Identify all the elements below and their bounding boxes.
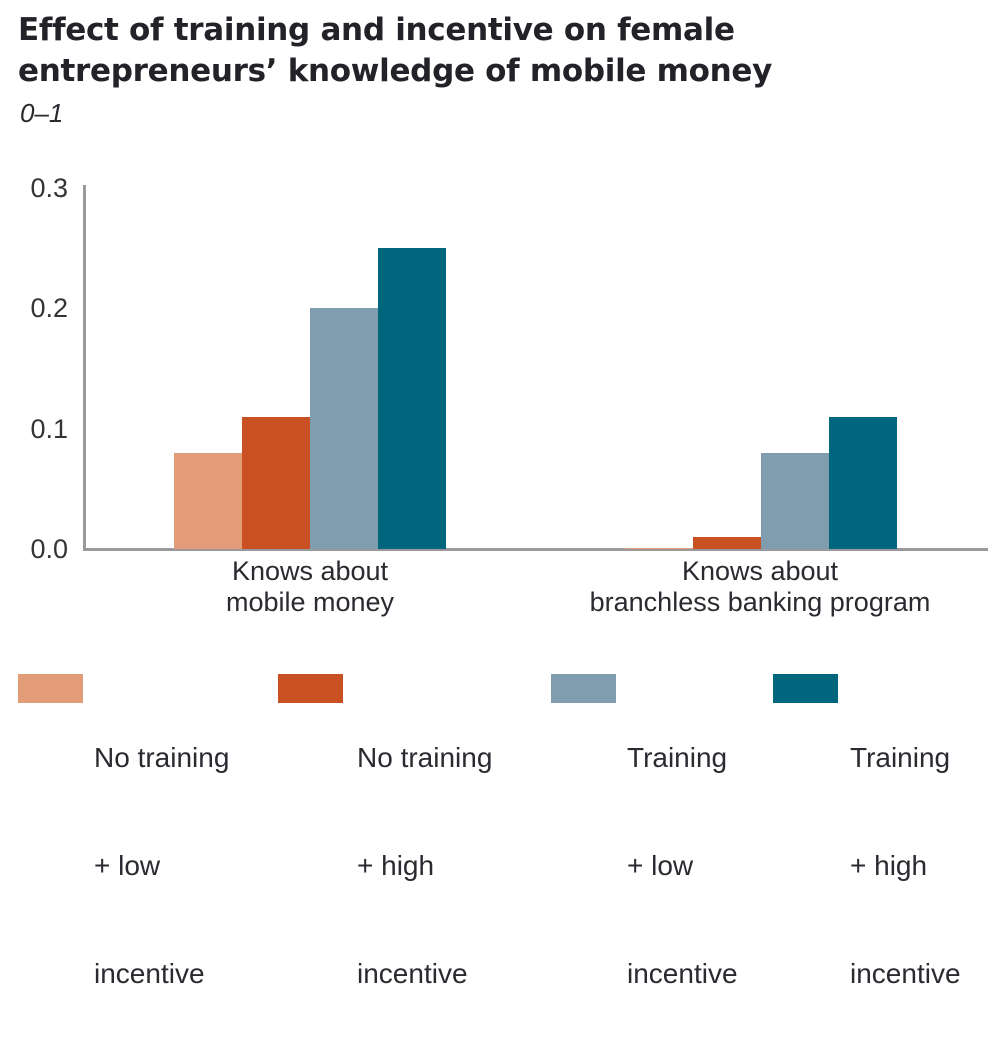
category-label-line: Knows about xyxy=(231,556,389,586)
legend-label: No training + low incentive xyxy=(94,668,229,1064)
y-tick-label: 0.0 xyxy=(30,534,68,564)
bar xyxy=(693,536,761,549)
y-tick-label: 0.1 xyxy=(30,413,68,444)
legend-label: No training + high incentive xyxy=(357,668,492,1064)
legend-swatch xyxy=(773,674,838,703)
legend-label-line: Training xyxy=(627,742,728,773)
legend-label-line: + high xyxy=(357,850,435,881)
legend-swatch xyxy=(18,674,83,703)
legend-label-line: + low xyxy=(94,850,161,881)
chart-title: Effect of training and incentive on fema… xyxy=(18,12,773,89)
category-label-line: Knows about xyxy=(681,556,839,586)
legend-label: Training + low incentive xyxy=(627,668,738,1064)
category-label-branchless-banking: Knows about branchless banking program xyxy=(540,556,980,618)
bar xyxy=(378,248,446,549)
y-tick-label: 0.2 xyxy=(30,293,68,324)
legend-label-line: incentive xyxy=(94,958,205,989)
legend-swatch xyxy=(551,674,616,703)
category-label-line: mobile money xyxy=(225,587,395,617)
legend-label-line: Training xyxy=(850,742,951,773)
bar xyxy=(242,416,310,549)
category-label-mobile-money: Knows about mobile money xyxy=(170,556,450,618)
y-tick-label: 0.3 xyxy=(30,173,68,203)
x-axis-line xyxy=(83,548,988,551)
legend-label-line: incentive xyxy=(627,958,738,989)
y-axis-line xyxy=(83,185,86,551)
legend-swatch xyxy=(278,674,343,703)
legend-label-line: No training xyxy=(94,742,230,773)
legend-label-line: + low xyxy=(627,850,694,881)
bar xyxy=(310,308,378,549)
bar xyxy=(625,547,693,549)
bar xyxy=(174,452,242,549)
legend-label-line: + high xyxy=(850,850,928,881)
legend-label-line: incentive xyxy=(850,958,961,989)
chart-unit-label: 0–1 xyxy=(20,98,64,128)
legend-label-line: No training xyxy=(357,742,493,773)
category-label-line: branchless banking program xyxy=(589,587,931,617)
legend-label: Training + high incentive xyxy=(850,668,961,1064)
bar xyxy=(829,416,897,549)
bar xyxy=(761,452,829,549)
legend-label-line: incentive xyxy=(357,958,468,989)
